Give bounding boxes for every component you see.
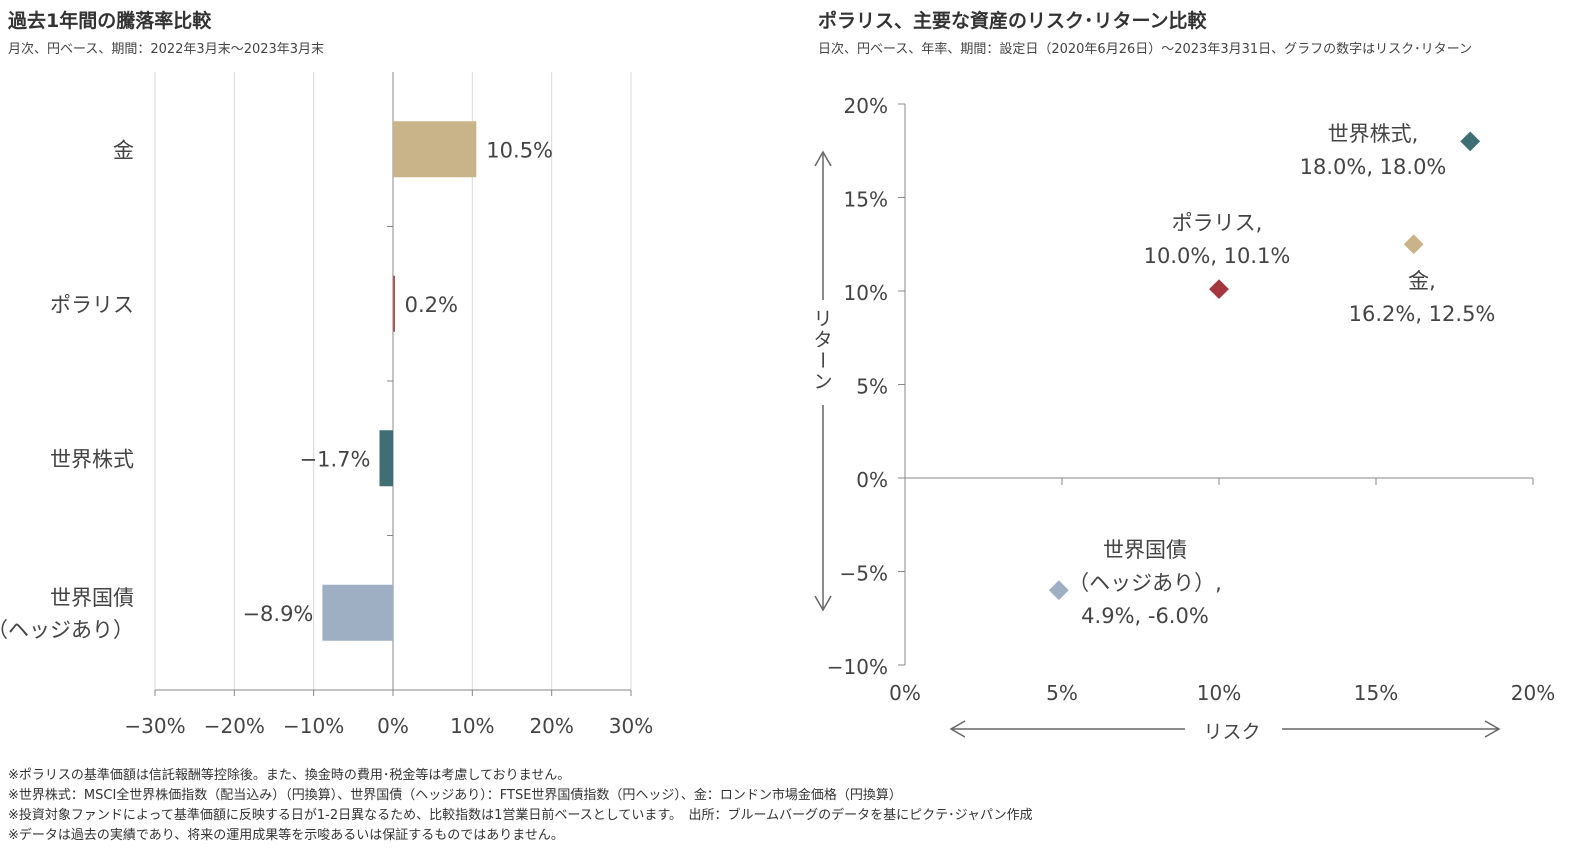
x-tick-label: 20% [529, 714, 573, 738]
x-tick-label: −10% [283, 714, 344, 738]
y-axis-label-char: ン [813, 371, 832, 393]
left-arrow-icon [949, 720, 966, 738]
bar-chart-subtitle: 月次、円ベース、期間：2022年3月末～2023年3月末 [8, 42, 325, 57]
x-tick-label: 0% [377, 714, 409, 738]
x-tick-label: 10% [1197, 681, 1241, 705]
x-tick-label: 15% [1354, 681, 1398, 705]
data-point [1403, 234, 1424, 255]
data-label: 0.2% [405, 293, 458, 317]
y-tick-label: 15% [844, 188, 888, 212]
data-point [1209, 279, 1229, 300]
up-arrow-icon [814, 150, 832, 167]
down-arrow-icon [814, 595, 832, 612]
bar [393, 275, 395, 332]
data-label: −8.9% [242, 602, 313, 626]
note-4: ※データは過去の実績であり、将来の運用成果等を示唆あるいは保証するものではありま… [8, 828, 564, 843]
note-3: ※投資対象ファンドによって基準価額に反映する日が1-2日異なるため、比較指数は1… [8, 808, 1033, 823]
data-point [1048, 580, 1069, 601]
y-tick-label: 20% [844, 94, 888, 118]
bar [322, 584, 393, 641]
x-tick-label: 20% [1511, 681, 1555, 705]
category-label: 金 [113, 138, 134, 162]
point-label: ポラリス, 10.0%, 10.1% [1144, 211, 1291, 268]
category-label: 世界株式 [50, 447, 134, 471]
x-axis-label: リスク [1203, 721, 1260, 743]
y-tick-label: −10% [827, 655, 888, 679]
scatter-chart-title: ポラリス、主要な資産のリスク･リターン比較 [818, 10, 1207, 32]
scatter-chart-subtitle: 日次、円ベース、年率、期間：設定日（2020年6月26日）～2023年3月31日… [818, 42, 1472, 57]
bar [393, 121, 477, 178]
y-tick-label: 0% [856, 468, 888, 492]
note-2: ※世界株式：MSCI全世界株価指数（配当込み）（円換算）、世界国債（ヘッジあり）… [8, 788, 902, 803]
point-label: 世界株式, 18.0%, 18.0% [1300, 122, 1447, 179]
x-tick-label: −30% [124, 714, 185, 738]
category-label: ポラリス [50, 293, 134, 317]
x-tick-label: 0% [889, 681, 921, 705]
data-label: −1.7% [300, 447, 371, 471]
category-label: 世界国債（ヘッジあり） [0, 586, 134, 642]
y-tick-label: 5% [856, 375, 888, 399]
data-label: 10.5% [486, 138, 553, 162]
right-arrow-icon [1484, 720, 1501, 738]
note-1: ※ポラリスの基準価額は信託報酬等控除後。また、換金時の費用･税金等は考慮しており… [8, 768, 571, 783]
y-tick-label: −5% [840, 562, 889, 586]
data-point [1460, 131, 1481, 152]
x-tick-label: 30% [609, 714, 653, 738]
bar-chart-title: 過去1年間の騰落率比較 [8, 10, 212, 32]
x-tick-label: 10% [450, 714, 494, 738]
point-label: 世界国債（ヘッジあり）, 4.9%, -6.0% [1068, 538, 1222, 628]
x-tick-label: −20% [204, 714, 265, 738]
bar [379, 430, 393, 487]
y-axis-label-char: リ [813, 308, 832, 330]
y-axis-label-char: タ [813, 329, 832, 351]
x-tick-label: 5% [1046, 681, 1078, 705]
y-tick-label: 10% [844, 281, 888, 305]
y-axis-label-char: ー [811, 350, 833, 369]
point-label: 金, 16.2%, 12.5% [1349, 269, 1496, 326]
